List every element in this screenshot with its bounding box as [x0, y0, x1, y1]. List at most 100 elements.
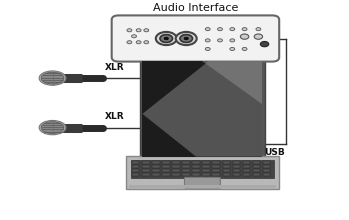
Ellipse shape	[41, 122, 64, 134]
FancyBboxPatch shape	[233, 165, 240, 168]
FancyBboxPatch shape	[132, 173, 140, 176]
FancyBboxPatch shape	[152, 169, 159, 172]
Circle shape	[205, 39, 210, 42]
FancyBboxPatch shape	[263, 173, 270, 176]
FancyBboxPatch shape	[162, 169, 170, 172]
FancyBboxPatch shape	[172, 161, 180, 164]
Circle shape	[184, 37, 188, 40]
FancyBboxPatch shape	[223, 165, 230, 168]
Circle shape	[136, 29, 141, 32]
FancyBboxPatch shape	[172, 173, 180, 176]
FancyBboxPatch shape	[126, 156, 279, 189]
FancyBboxPatch shape	[263, 169, 270, 172]
Text: Audio Interface: Audio Interface	[153, 3, 238, 13]
Text: XLR: XLR	[105, 112, 124, 121]
FancyBboxPatch shape	[182, 161, 190, 164]
FancyBboxPatch shape	[243, 169, 250, 172]
FancyBboxPatch shape	[172, 165, 180, 168]
FancyBboxPatch shape	[213, 173, 220, 176]
FancyBboxPatch shape	[223, 173, 230, 176]
FancyBboxPatch shape	[253, 165, 260, 168]
Circle shape	[205, 48, 210, 51]
Circle shape	[180, 35, 193, 42]
Circle shape	[144, 29, 149, 32]
Circle shape	[127, 29, 132, 32]
Circle shape	[132, 35, 136, 38]
Polygon shape	[142, 61, 262, 157]
FancyBboxPatch shape	[213, 165, 220, 168]
FancyBboxPatch shape	[182, 173, 190, 176]
FancyBboxPatch shape	[152, 165, 159, 168]
Circle shape	[217, 28, 222, 31]
FancyBboxPatch shape	[142, 61, 262, 157]
Circle shape	[156, 32, 177, 45]
FancyBboxPatch shape	[253, 169, 260, 172]
Circle shape	[230, 48, 235, 51]
Circle shape	[242, 48, 247, 51]
FancyBboxPatch shape	[263, 161, 270, 164]
FancyBboxPatch shape	[142, 165, 149, 168]
FancyBboxPatch shape	[152, 161, 159, 164]
Text: XLR: XLR	[105, 62, 124, 72]
FancyBboxPatch shape	[129, 185, 276, 188]
FancyBboxPatch shape	[142, 169, 149, 172]
Circle shape	[217, 39, 222, 42]
Circle shape	[256, 28, 261, 31]
FancyBboxPatch shape	[202, 161, 210, 164]
FancyBboxPatch shape	[162, 161, 170, 164]
FancyBboxPatch shape	[182, 165, 190, 168]
FancyBboxPatch shape	[223, 161, 230, 164]
FancyBboxPatch shape	[132, 169, 140, 172]
Circle shape	[160, 35, 172, 42]
FancyBboxPatch shape	[233, 169, 240, 172]
FancyBboxPatch shape	[142, 173, 149, 176]
FancyBboxPatch shape	[263, 165, 270, 168]
FancyBboxPatch shape	[132, 165, 140, 168]
Circle shape	[230, 28, 235, 31]
FancyBboxPatch shape	[253, 173, 260, 176]
FancyBboxPatch shape	[223, 169, 230, 172]
FancyBboxPatch shape	[140, 59, 265, 158]
FancyBboxPatch shape	[112, 15, 279, 62]
FancyBboxPatch shape	[132, 161, 140, 164]
FancyBboxPatch shape	[192, 173, 200, 176]
Circle shape	[240, 34, 249, 39]
FancyBboxPatch shape	[192, 169, 200, 172]
FancyBboxPatch shape	[131, 160, 274, 178]
FancyBboxPatch shape	[202, 173, 210, 176]
FancyBboxPatch shape	[243, 161, 250, 164]
FancyBboxPatch shape	[192, 161, 200, 164]
FancyBboxPatch shape	[152, 173, 159, 176]
FancyBboxPatch shape	[192, 165, 200, 168]
FancyBboxPatch shape	[233, 173, 240, 176]
Circle shape	[164, 37, 168, 40]
Circle shape	[254, 34, 262, 39]
FancyBboxPatch shape	[243, 173, 250, 176]
FancyBboxPatch shape	[253, 161, 260, 164]
FancyBboxPatch shape	[213, 161, 220, 164]
Polygon shape	[202, 61, 262, 104]
FancyBboxPatch shape	[233, 161, 240, 164]
FancyBboxPatch shape	[185, 177, 220, 188]
Circle shape	[242, 28, 247, 31]
FancyBboxPatch shape	[162, 165, 170, 168]
FancyBboxPatch shape	[142, 161, 149, 164]
Circle shape	[144, 41, 149, 44]
Circle shape	[127, 41, 132, 44]
Ellipse shape	[39, 71, 66, 85]
Circle shape	[205, 28, 210, 31]
Circle shape	[230, 39, 235, 42]
FancyBboxPatch shape	[162, 173, 170, 176]
FancyBboxPatch shape	[202, 169, 210, 172]
FancyBboxPatch shape	[202, 165, 210, 168]
Text: USB: USB	[264, 148, 284, 157]
FancyBboxPatch shape	[182, 169, 190, 172]
Circle shape	[176, 32, 197, 45]
FancyBboxPatch shape	[213, 169, 220, 172]
FancyBboxPatch shape	[243, 165, 250, 168]
FancyBboxPatch shape	[172, 169, 180, 172]
Ellipse shape	[39, 121, 66, 135]
Circle shape	[260, 42, 269, 47]
Ellipse shape	[41, 72, 64, 84]
Circle shape	[136, 41, 141, 44]
